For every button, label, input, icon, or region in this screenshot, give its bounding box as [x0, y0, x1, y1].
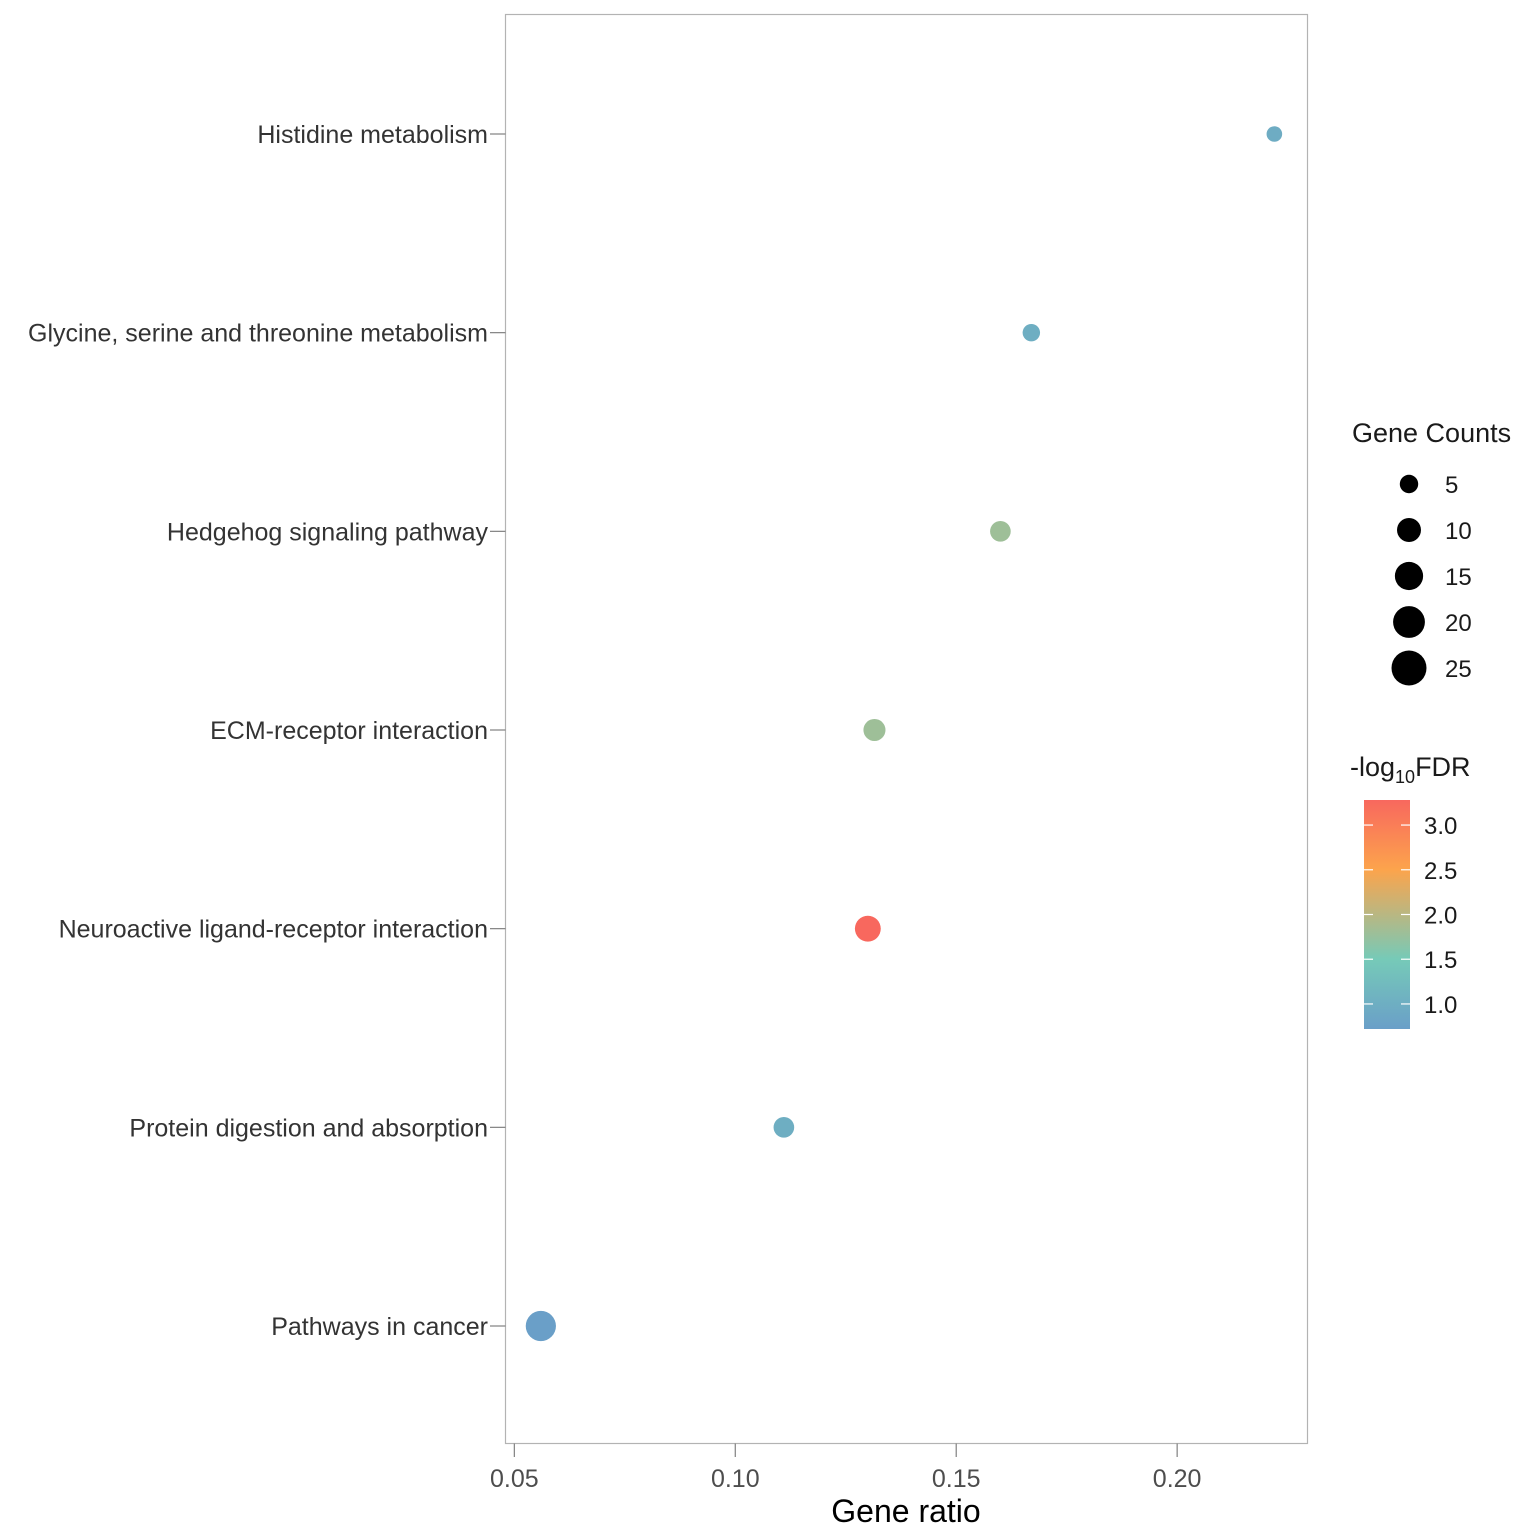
color-legend-title-suffix: FDR	[1415, 752, 1471, 782]
colorbar-tick-label: 3.0	[1424, 813, 1457, 840]
y-tick-label: Hedgehog signaling pathway	[167, 518, 489, 546]
size-legend-label: 10	[1445, 518, 1472, 545]
size-legend-label: 15	[1445, 564, 1472, 591]
size-legend-label: 25	[1445, 656, 1472, 683]
y-tick-label: Pathways in cancer	[271, 1313, 488, 1341]
y-tick-label: Protein digestion and absorption	[129, 1114, 488, 1142]
x-tick-label: 0.10	[711, 1465, 760, 1493]
data-points	[525, 126, 1283, 1342]
size-legend-key	[1399, 474, 1419, 494]
data-point	[1022, 323, 1041, 342]
size-legend-key	[1397, 518, 1421, 542]
x-axis-title: Gene ratio	[831, 1493, 980, 1529]
x-axis: 0.05 0.10 0.15 0.20	[490, 1443, 1202, 1493]
colorbar-tick-label: 1.5	[1424, 947, 1457, 974]
colorbar-tick-label: 2.5	[1424, 858, 1457, 885]
size-legend-title: Gene Counts	[1352, 418, 1511, 448]
data-point	[1266, 126, 1283, 142]
colorbar-tick-label: 2.0	[1424, 903, 1457, 930]
size-legend: Gene Counts 5 10 15 20 25	[1352, 418, 1511, 686]
size-legend-key	[1394, 561, 1424, 591]
x-tick-label: 0.20	[1153, 1465, 1202, 1493]
y-axis: Histidine metabolism Glycine, serine and …	[28, 121, 506, 1341]
size-legend-label: 20	[1445, 610, 1472, 637]
y-tick-label: Histidine metabolism	[257, 121, 488, 149]
data-point	[990, 521, 1011, 542]
data-point	[773, 1117, 795, 1138]
y-tick-label: Neuroactive ligand-receptor interaction	[59, 916, 488, 944]
size-legend-key	[1391, 650, 1427, 686]
plot-panel	[504, 13, 1309, 1445]
x-tick-label: 0.15	[932, 1465, 981, 1493]
data-point	[863, 718, 886, 742]
size-legend-key	[1393, 606, 1425, 638]
y-tick-label: Glycine, serine and threonine metabolism	[28, 320, 488, 348]
size-legend-label: 5	[1445, 472, 1458, 499]
color-legend-title: -log10FDR	[1350, 752, 1471, 787]
colorbar-tick-label: 1.0	[1424, 992, 1457, 1019]
data-point	[854, 915, 881, 942]
x-tick-label: 0.05	[490, 1465, 539, 1493]
color-legend-title-prefix: -log	[1350, 752, 1395, 782]
color-legend: -log10FDR 1.0 1.5 2.0 2.5 3.0	[1350, 752, 1471, 1029]
data-point	[525, 1310, 556, 1342]
color-legend-title-subscript: 10	[1395, 767, 1415, 787]
y-tick-label: ECM-receptor interaction	[210, 717, 488, 745]
